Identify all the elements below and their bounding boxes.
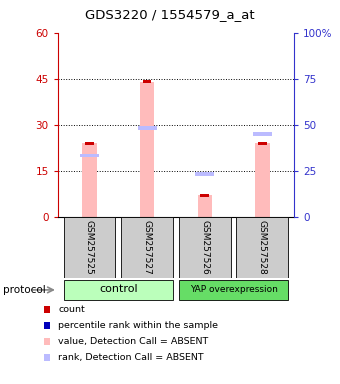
Bar [85,142,94,145]
Bar [138,126,157,130]
Bar [143,80,151,83]
Bar [236,217,288,278]
Text: GSM257527: GSM257527 [143,220,152,275]
Text: protocol: protocol [3,285,46,295]
Text: value, Detection Call = ABSENT: value, Detection Call = ABSENT [58,337,208,346]
Bar [64,280,173,300]
Text: control: control [99,285,138,295]
Bar [255,143,270,217]
Text: rank, Detection Call = ABSENT: rank, Detection Call = ABSENT [58,353,204,362]
Text: GDS3220 / 1554579_a_at: GDS3220 / 1554579_a_at [85,8,255,21]
Bar [121,217,173,278]
Bar [198,195,212,217]
Bar [201,194,209,197]
Bar [140,82,154,217]
Bar [253,132,272,136]
Bar [258,142,267,145]
Text: GSM257526: GSM257526 [200,220,209,275]
Text: percentile rank within the sample: percentile rank within the sample [58,321,218,330]
Text: YAP overexpression: YAP overexpression [190,285,277,294]
Text: GSM257528: GSM257528 [258,220,267,275]
Bar [82,143,97,217]
Bar [179,217,231,278]
Bar [195,172,214,176]
Bar [64,217,116,278]
Bar [80,154,99,157]
Text: GSM257525: GSM257525 [85,220,94,275]
Bar [179,280,288,300]
Text: count: count [58,305,85,314]
